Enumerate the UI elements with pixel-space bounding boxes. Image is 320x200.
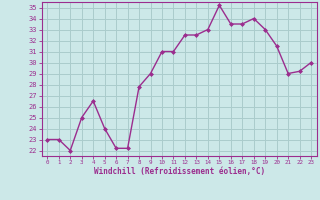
X-axis label: Windchill (Refroidissement éolien,°C): Windchill (Refroidissement éolien,°C) (94, 167, 265, 176)
